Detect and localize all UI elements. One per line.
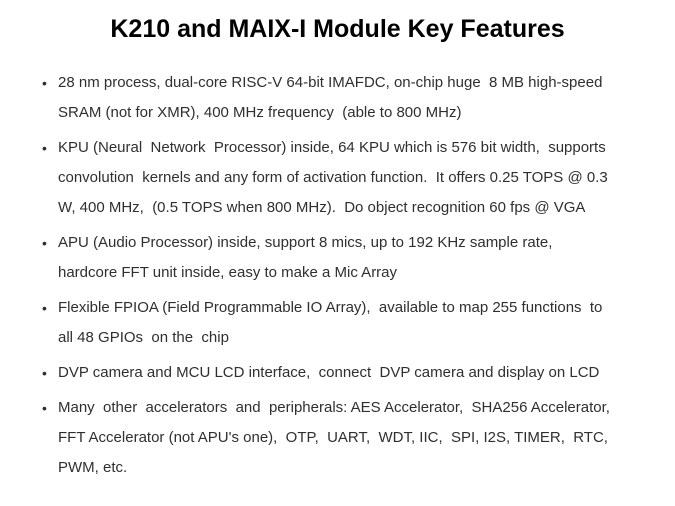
feature-text: APU (Audio Processor) inside, support 8 …	[58, 234, 553, 281]
feature-item: • Many other accelerators and peripherals…	[42, 393, 660, 483]
feature-list: • 28 nm process, dual-core RISC-V 64-bit …	[42, 68, 660, 483]
bullet-icon: •	[42, 365, 47, 381]
feature-item: • KPU (Neural Network Processor) inside, …	[42, 133, 660, 223]
bullet-icon: •	[42, 140, 47, 156]
bullet-icon: •	[42, 300, 47, 316]
bullet-icon: •	[42, 235, 47, 251]
feature-text: Many other accelerators and peripherals:…	[58, 399, 610, 476]
feature-item: • APU (Audio Processor) inside, support 8…	[42, 228, 660, 288]
feature-item: • 28 nm process, dual-core RISC-V 64-bit …	[42, 68, 660, 128]
bullet-icon: •	[42, 75, 47, 91]
feature-text: Flexible FPIOA (Field Programmable IO Ar…	[58, 299, 603, 346]
feature-item: • Flexible FPIOA (Field Programmable IO A…	[42, 293, 660, 353]
feature-text: KPU (Neural Network Processor) inside, 6…	[58, 139, 608, 216]
feature-text: DVP camera and MCU LCD interface, connec…	[58, 364, 600, 381]
bullet-icon: •	[42, 400, 47, 416]
slide-title: K210 and MAIX-I Module Key Features	[110, 15, 565, 43]
feature-item: • DVP camera and MCU LCD interface, conne…	[42, 358, 660, 388]
feature-text: 28 nm process, dual-core RISC-V 64-bit I…	[58, 74, 603, 121]
